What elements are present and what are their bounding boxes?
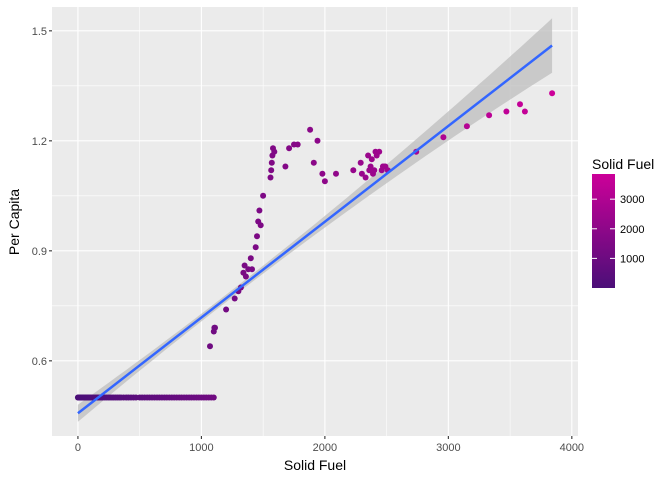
data-point bbox=[210, 394, 217, 401]
y-axis-title: Per Capita bbox=[6, 189, 22, 255]
data-point bbox=[376, 148, 383, 155]
data-point bbox=[257, 222, 264, 229]
data-point bbox=[268, 167, 275, 174]
data-point bbox=[207, 343, 213, 350]
data-point bbox=[503, 108, 510, 115]
data-points bbox=[74, 90, 556, 401]
data-point bbox=[212, 324, 218, 331]
data-point bbox=[247, 255, 254, 262]
data-point bbox=[517, 101, 523, 108]
data-point bbox=[254, 233, 260, 240]
x-tick-label: 3000 bbox=[436, 442, 460, 454]
data-point bbox=[241, 262, 248, 269]
data-point bbox=[463, 123, 470, 130]
data-point bbox=[256, 207, 263, 214]
data-point bbox=[350, 167, 357, 174]
legend-break-label: 1000 bbox=[620, 253, 644, 265]
data-point bbox=[231, 295, 238, 302]
data-point bbox=[440, 134, 447, 141]
data-point bbox=[549, 90, 556, 97]
data-point bbox=[319, 170, 326, 177]
legend-break-label: 3000 bbox=[620, 194, 644, 206]
y-tick-label: 1.2 bbox=[32, 136, 47, 148]
data-point bbox=[357, 159, 364, 166]
data-point bbox=[271, 148, 278, 155]
data-point bbox=[310, 159, 317, 166]
x-tick-label: 0 bbox=[75, 442, 81, 454]
y-tick-label: 1.5 bbox=[32, 26, 47, 38]
data-point bbox=[294, 141, 301, 148]
trend-layer bbox=[77, 44, 553, 415]
data-point bbox=[286, 145, 293, 152]
data-point bbox=[314, 137, 321, 144]
y-tick-label: 0.9 bbox=[32, 246, 47, 258]
data-point bbox=[367, 163, 374, 170]
x-axis-ticks: 0 1000 2000 3000 4000 bbox=[75, 436, 584, 454]
legend-title: Solid Fuel bbox=[592, 156, 654, 172]
y-axis-ticks: 0.6 0.9 1.2 1.5 bbox=[32, 26, 52, 368]
legend-colorbar bbox=[592, 174, 615, 288]
data-point bbox=[521, 108, 528, 115]
data-point bbox=[242, 273, 249, 280]
data-point bbox=[267, 174, 274, 181]
x-tick-label: 1000 bbox=[189, 442, 213, 454]
data-point bbox=[223, 306, 230, 313]
legend-break-label: 2000 bbox=[620, 224, 644, 236]
data-point bbox=[368, 156, 375, 163]
data-point bbox=[371, 167, 378, 174]
data-point bbox=[307, 126, 314, 133]
data-point bbox=[249, 266, 255, 273]
x-axis-title: Solid Fuel bbox=[284, 457, 346, 473]
data-point bbox=[268, 159, 275, 166]
data-point bbox=[260, 192, 267, 199]
data-point bbox=[282, 163, 289, 170]
data-point bbox=[362, 174, 369, 181]
trend-line bbox=[77, 44, 553, 415]
data-point bbox=[358, 170, 365, 177]
x-tick-label: 2000 bbox=[313, 442, 337, 454]
color-legend: Solid Fuel 1000 2000 3000 bbox=[592, 156, 654, 288]
data-point bbox=[252, 244, 259, 251]
data-point bbox=[321, 178, 328, 185]
legend-breaks: 1000 2000 3000 bbox=[592, 194, 644, 265]
data-point bbox=[486, 112, 493, 119]
data-point bbox=[333, 170, 339, 177]
y-tick-label: 0.6 bbox=[32, 356, 47, 368]
data-point bbox=[365, 152, 372, 159]
x-tick-label: 4000 bbox=[560, 442, 584, 454]
